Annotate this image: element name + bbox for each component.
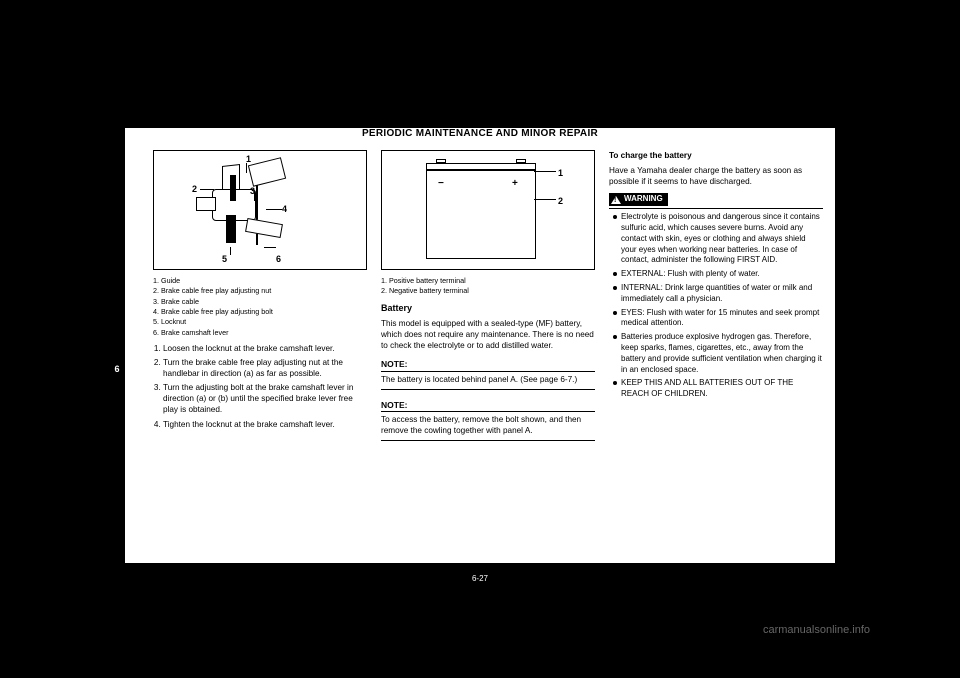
page-header: PERIODIC MAINTENANCE AND MINOR REPAIR: [125, 128, 835, 146]
legend-item: 2. Negative battery terminal: [381, 286, 595, 295]
legend-item: 5. Locknut: [153, 317, 367, 326]
figure2-callout-1: 1: [558, 167, 563, 179]
figure1-callout-2: 2: [192, 183, 197, 195]
figure1-callout-6: 6: [276, 253, 281, 265]
body-text: This model is equipped with a sealed-typ…: [381, 318, 595, 351]
warning-text: WARNING: [624, 194, 663, 205]
note-heading: NOTE:: [381, 359, 595, 371]
step-item: Turn the brake cable free play adjusting…: [163, 357, 367, 379]
figure1-callout-5: 5: [222, 253, 227, 265]
figure1-legend: 1. Guide 2. Brake cable free play adjust…: [153, 276, 367, 337]
warning-rule: [609, 208, 823, 209]
bullet-item: EXTERNAL: Flush with plenty of water.: [613, 269, 823, 280]
horizontal-rule: [381, 440, 595, 441]
procedure-steps: Loosen the locknut at the brake camshaft…: [163, 343, 367, 429]
manual-page: PERIODIC MAINTENANCE AND MINOR REPAIR 1 …: [125, 128, 835, 563]
figure2-legend: 1. Positive battery terminal 2. Negative…: [381, 276, 595, 296]
legend-item: 1. Guide: [153, 276, 367, 285]
legend-item: 6. Brake camshaft lever: [153, 328, 367, 337]
bullet-item: Electrolyte is poisonous and dangerous s…: [613, 212, 823, 266]
body-text: Have a Yamaha dealer charge the battery …: [609, 165, 823, 187]
subheading: To charge the battery: [609, 150, 823, 161]
figure-battery: + − 1 2: [381, 150, 595, 270]
legend-item: 2. Brake cable free play adjusting nut: [153, 286, 367, 295]
legend-item: 1. Positive battery terminal: [381, 276, 595, 285]
figure1-callout-4: 4: [282, 203, 287, 215]
bullet-item: EYES: Flush with water for 15 minutes an…: [613, 308, 823, 330]
figure-brake-assembly: 1 2 3 4 5 6: [153, 150, 367, 270]
step-item: Loosen the locknut at the brake camshaft…: [163, 343, 367, 354]
bullet-item: KEEP THIS AND ALL BATTERIES OUT OF THE R…: [613, 378, 823, 400]
note-body: To access the battery, remove the bolt s…: [381, 414, 595, 436]
column-container: 1 2 3 4 5 6 1. Guide 2. Brake cable free…: [153, 150, 823, 555]
warning-bullets: Electrolyte is poisonous and dangerous s…: [613, 212, 823, 400]
bullet-item: Batteries produce explosive hydrogen gas…: [613, 332, 823, 375]
legend-item: 3. Brake cable: [153, 297, 367, 306]
step-item: Turn the adjusting bolt at the brake cam…: [163, 382, 367, 415]
note-heading: NOTE:: [381, 400, 595, 412]
column-middle: + − 1 2 1. Positive battery terminal 2. …: [381, 150, 595, 555]
watermark-text: carmanualsonline.info: [763, 624, 870, 636]
horizontal-rule: [381, 389, 595, 390]
warning-triangle-icon: [611, 196, 621, 204]
warning-label: WARNING: [609, 193, 668, 206]
page-number: 6-27: [0, 574, 960, 583]
bullet-item: INTERNAL: Drink large quantities of wate…: [613, 283, 823, 305]
note-body: The battery is located behind panel A. (…: [381, 374, 595, 385]
chapter-side-tab: 6: [110, 360, 124, 378]
figure2-callout-2: 2: [558, 195, 563, 207]
legend-item: 4. Brake cable free play adjusting bolt: [153, 307, 367, 316]
step-item: Tighten the locknut at the brake camshaf…: [163, 419, 367, 430]
section-title-battery: Battery: [381, 302, 595, 314]
column-right: To charge the battery Have a Yamaha deal…: [609, 150, 823, 555]
column-left: 1 2 3 4 5 6 1. Guide 2. Brake cable free…: [153, 150, 367, 555]
